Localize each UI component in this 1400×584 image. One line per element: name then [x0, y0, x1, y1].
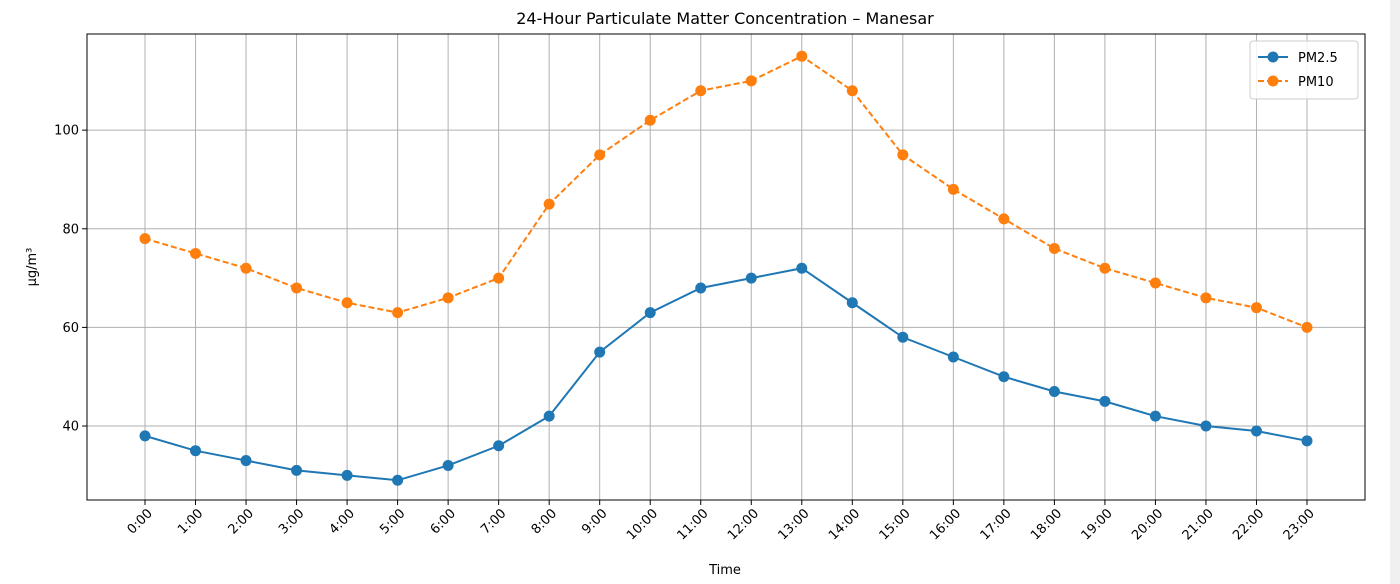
data-point-pm25 — [745, 272, 757, 284]
data-point-pm10 — [1149, 277, 1161, 289]
data-point-pm25 — [139, 430, 151, 442]
scrollbar-track[interactable] — [1390, 0, 1400, 584]
data-point-pm10 — [745, 75, 757, 87]
data-point-pm10 — [392, 307, 404, 319]
y-tick-label: 60 — [62, 321, 79, 336]
data-point-pm25 — [1250, 425, 1262, 437]
data-point-pm10 — [846, 85, 858, 97]
data-point-pm10 — [1301, 321, 1313, 333]
plot-frame — [86, 33, 1366, 501]
data-point-pm25 — [190, 445, 202, 457]
data-point-pm10 — [796, 50, 808, 62]
data-point-pm10 — [1250, 302, 1262, 314]
chart-title: 24-Hour Particulate Matter Concentration… — [516, 9, 934, 28]
data-point-pm10 — [1200, 292, 1212, 304]
data-point-pm10 — [998, 213, 1010, 225]
data-point-pm25 — [947, 351, 959, 363]
data-point-pm25 — [240, 455, 252, 467]
data-point-pm10 — [947, 183, 959, 195]
data-point-pm10 — [897, 149, 909, 161]
y-tick-label: 80 — [62, 222, 79, 237]
data-point-pm10 — [1048, 243, 1060, 255]
data-point-pm25 — [594, 346, 606, 358]
data-point-pm10 — [190, 247, 202, 259]
series-group — [139, 50, 1313, 486]
legend-marker-pm25 — [1267, 51, 1279, 63]
data-point-pm10 — [139, 233, 151, 245]
grid — [87, 34, 1365, 500]
series-line-pm10 — [144, 55, 1308, 329]
data-point-pm25 — [1048, 386, 1060, 398]
y-tick-label: 40 — [62, 420, 79, 435]
data-point-pm10 — [291, 282, 303, 294]
data-point-pm25 — [543, 410, 555, 422]
data-point-pm25 — [291, 464, 303, 476]
data-point-pm10 — [644, 114, 656, 126]
series-line-pm25 — [144, 267, 1308, 482]
data-point-pm10 — [493, 272, 505, 284]
y-axis-label: µg/m³ — [25, 248, 40, 287]
data-point-pm25 — [1301, 435, 1313, 447]
legend-label-pm25: PM2.5 — [1298, 51, 1338, 66]
data-point-pm25 — [442, 459, 454, 471]
x-axis-label: Time — [708, 563, 741, 578]
y-axis-ticks: 40 60 80 100 — [54, 124, 87, 435]
data-point-pm25 — [897, 331, 909, 343]
data-point-pm25 — [493, 440, 505, 452]
data-point-pm25 — [1200, 420, 1212, 432]
data-point-pm10 — [1099, 262, 1111, 274]
legend-box — [1249, 40, 1359, 100]
data-point-pm10 — [442, 292, 454, 304]
data-point-pm10 — [594, 149, 606, 161]
data-point-pm25 — [1099, 395, 1111, 407]
data-point-pm10 — [543, 198, 555, 210]
data-point-pm10 — [341, 297, 353, 309]
data-point-pm10 — [240, 262, 252, 274]
data-point-pm25 — [998, 371, 1010, 383]
y-tick-label: 100 — [54, 124, 79, 139]
data-point-pm25 — [796, 262, 808, 274]
data-point-pm25 — [695, 282, 707, 294]
legend-label-pm10: PM10 — [1298, 75, 1334, 90]
legend: PM2.5 PM10 — [1249, 40, 1359, 100]
data-point-pm10 — [695, 85, 707, 97]
data-point-pm25 — [846, 297, 858, 309]
legend-marker-pm10 — [1267, 75, 1279, 87]
data-point-pm25 — [392, 474, 404, 486]
data-point-pm25 — [1149, 410, 1161, 422]
data-point-pm25 — [341, 469, 353, 481]
data-point-pm25 — [644, 307, 656, 319]
